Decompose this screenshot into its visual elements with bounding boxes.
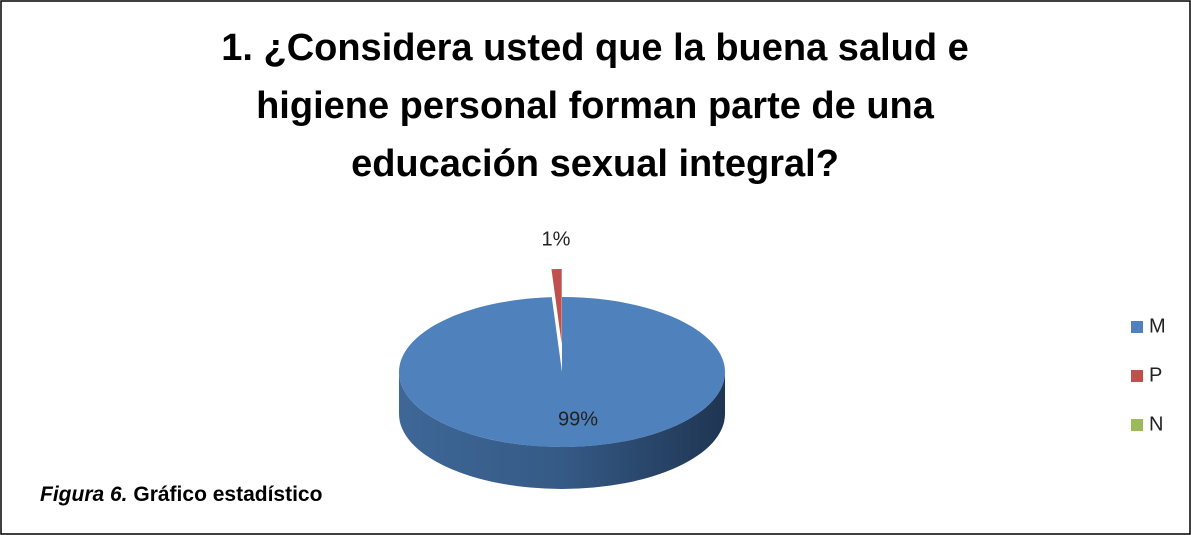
pie-slice bbox=[399, 297, 726, 447]
pie-slice bbox=[551, 269, 562, 345]
legend-label: M bbox=[1149, 315, 1166, 337]
pie-side bbox=[399, 372, 725, 489]
chart-title: higiene personal forman parte de una bbox=[256, 85, 935, 127]
chart-title: educación sexual integral? bbox=[351, 143, 839, 185]
caption-label: Figura 6. bbox=[40, 483, 128, 506]
legend-swatch bbox=[1131, 419, 1143, 431]
data-label: 99% bbox=[558, 408, 598, 430]
data-label: 1% bbox=[542, 228, 571, 250]
chart-title: 1. ¿Considera usted que la buena salud e bbox=[221, 27, 969, 69]
legend-swatch bbox=[1131, 321, 1143, 333]
legend-swatch bbox=[1131, 370, 1143, 382]
legend-label: P bbox=[1149, 364, 1162, 386]
caption-text: Gráfico estadístico bbox=[133, 483, 322, 506]
caption: Figura 6. Gráfico estadístico bbox=[40, 483, 322, 506]
legend-label: N bbox=[1149, 413, 1163, 435]
